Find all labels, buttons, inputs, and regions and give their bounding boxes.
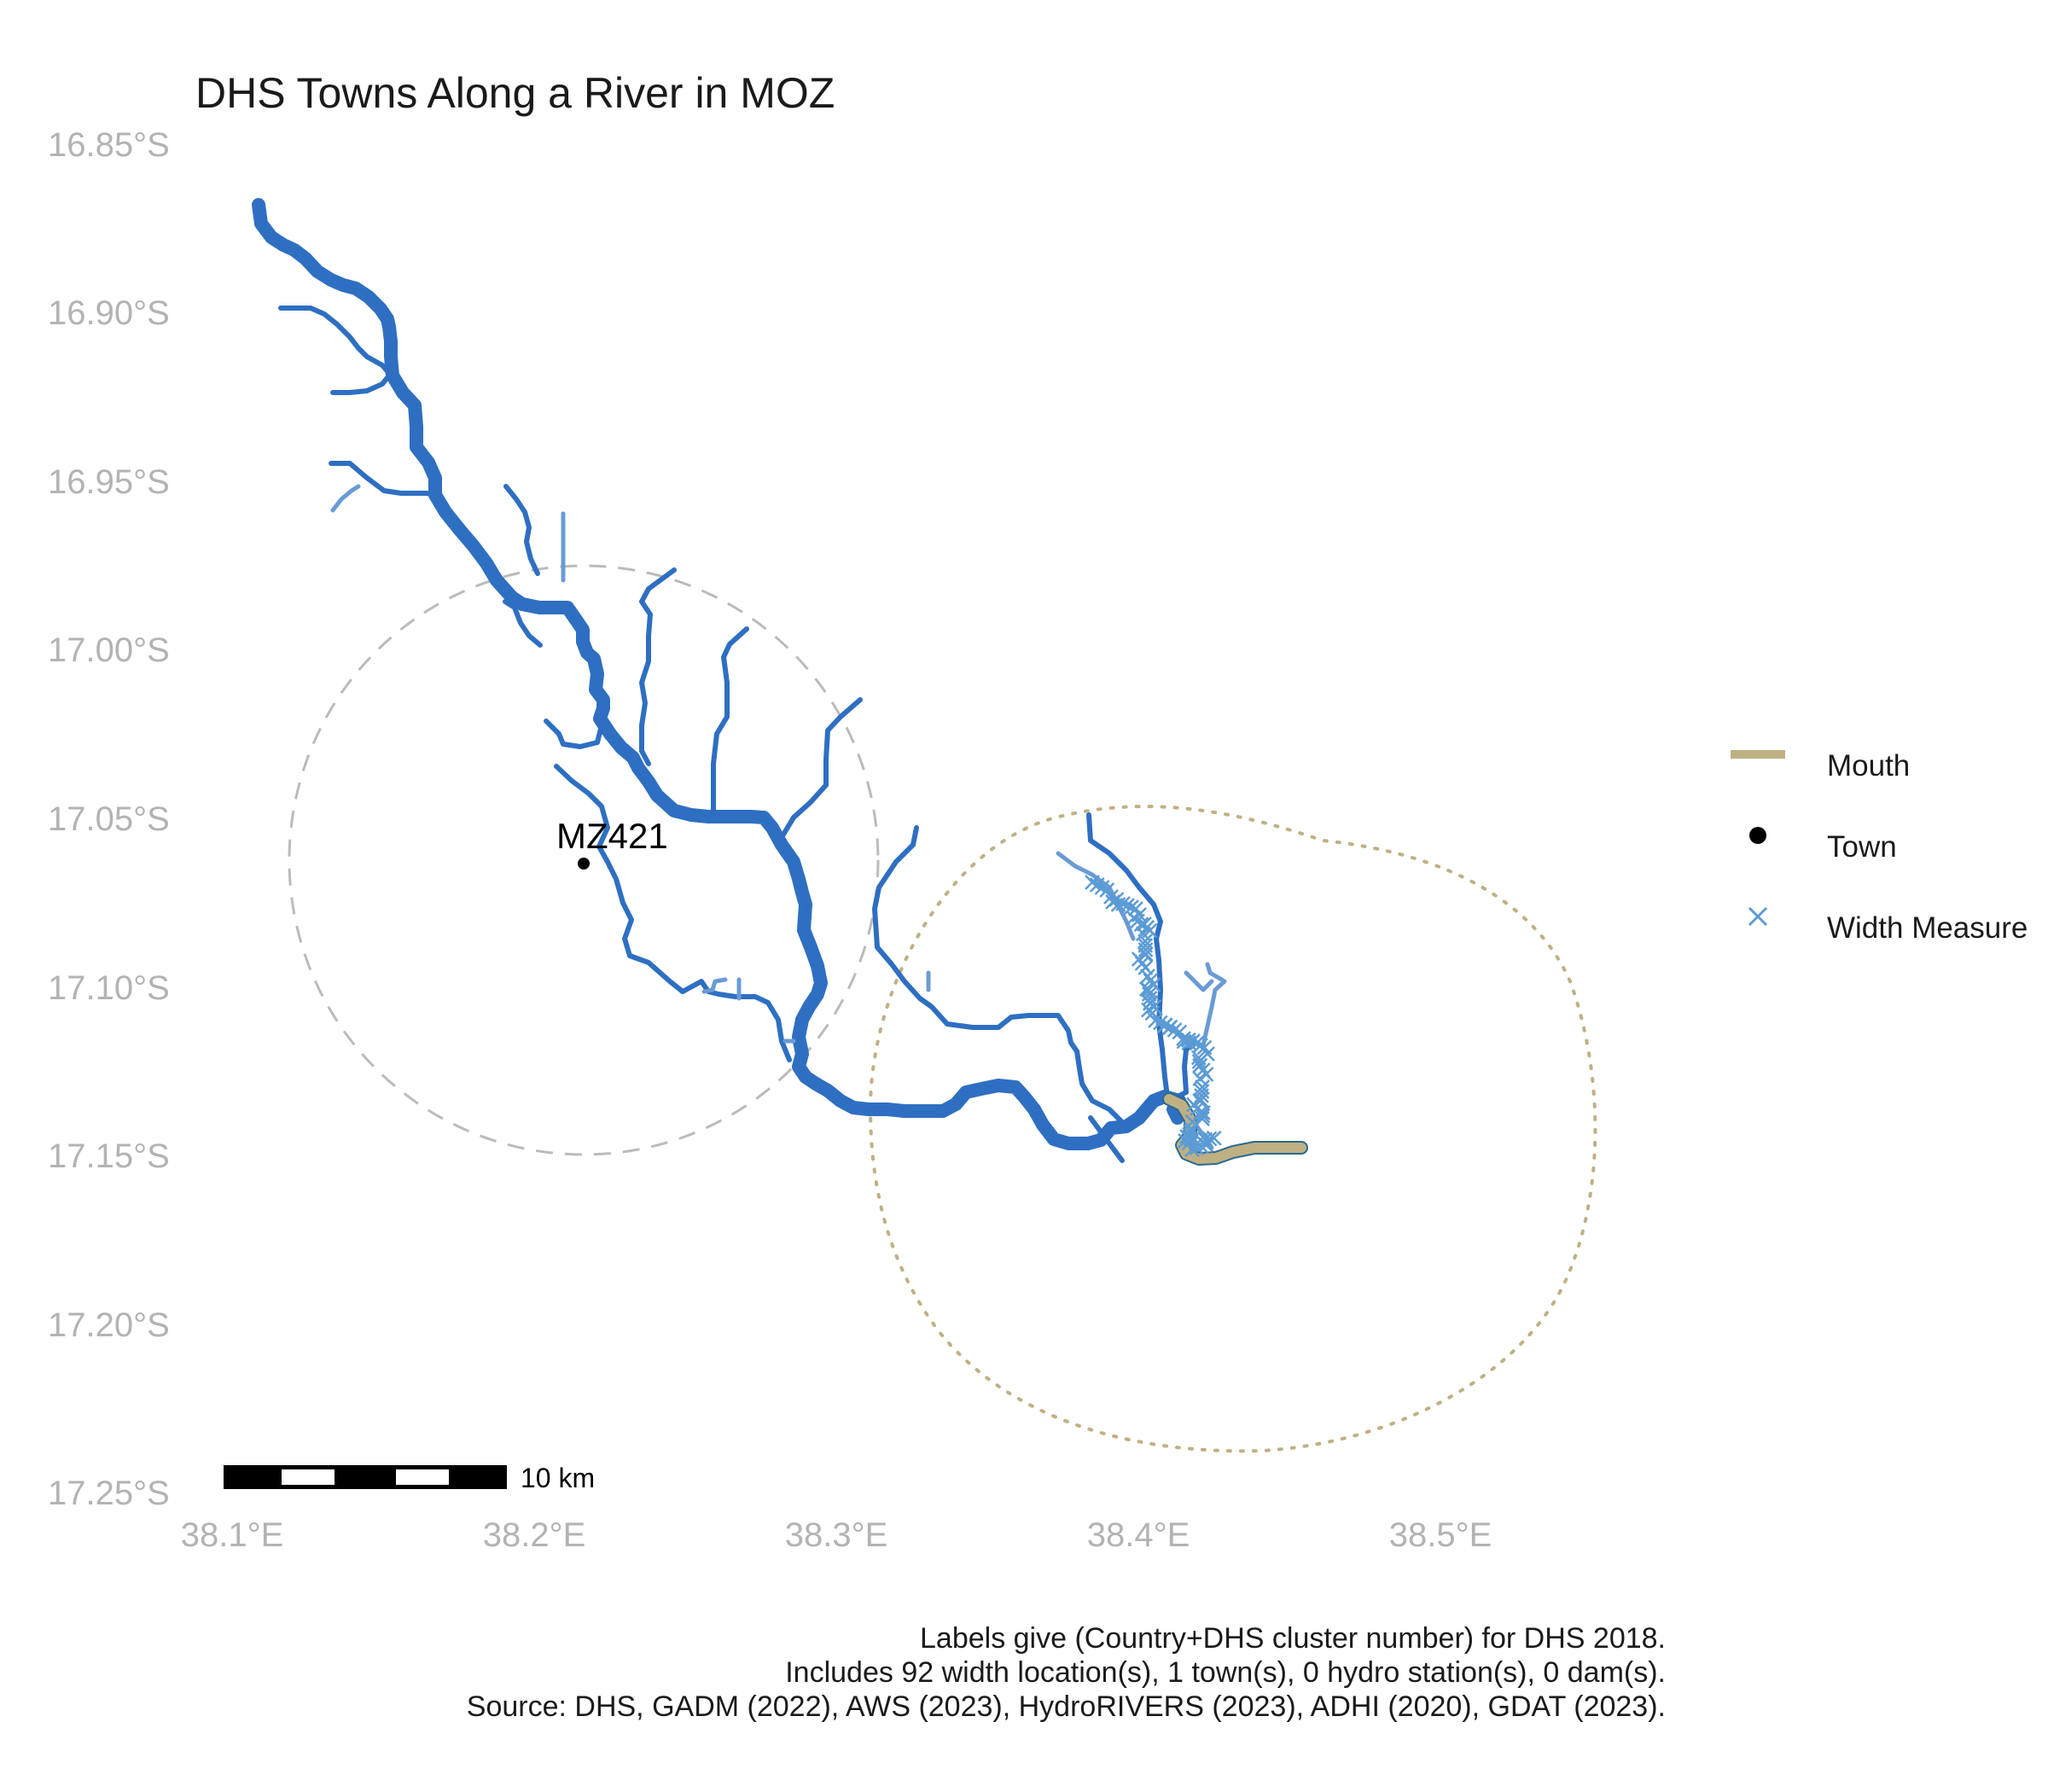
legend: Mouth Town Width Measure (1724, 732, 2048, 975)
tributary (1086, 812, 1170, 1099)
width-measure-marker (1157, 1018, 1172, 1033)
tributary (278, 305, 393, 378)
tributary (872, 825, 1127, 1131)
scale-bar-label: 10 km (521, 1463, 596, 1493)
legend-key-width-measure (1748, 906, 1768, 927)
legend-item-width-measure: Width Measure (1724, 894, 2048, 975)
lat-tick-label: 17.05°S (48, 800, 170, 838)
caption: Labels give (Country+DHS cluster number)… (467, 1621, 1666, 1724)
width-measures (1085, 875, 1222, 1157)
mouth-buffer-outline (868, 805, 1597, 1453)
tributaries (278, 305, 1197, 1163)
width-measure-marker (1161, 1020, 1178, 1036)
lon-tick-label: 38.4°E (1086, 1516, 1190, 1554)
minor-stream (330, 484, 361, 513)
width-measure-marker (1185, 1033, 1201, 1049)
scale-bar-frame (224, 1465, 507, 1489)
width-measure-marker (1115, 896, 1131, 911)
tributary (329, 461, 438, 497)
main-river (252, 198, 1186, 1150)
tributary (330, 373, 392, 395)
lon-tick-label: 38.5°E (1388, 1516, 1492, 1554)
lat-tick-label: 17.25°S (48, 1475, 170, 1512)
town-marker (578, 858, 590, 870)
legend-item-town: Town (1724, 813, 2048, 894)
width-measure-marker (1196, 1105, 1211, 1120)
legend-label: Town (1827, 830, 1897, 864)
width-measure-marker (1195, 1108, 1211, 1124)
lat-tick-label: 17.00°S (48, 631, 170, 669)
width-measure-marker (1137, 942, 1154, 957)
lat-tick-label: 16.90°S (48, 294, 170, 332)
width-measure-marker (1192, 1071, 1208, 1086)
caption-line: Includes 92 width location(s), 1 town(s)… (785, 1656, 1666, 1689)
minor-stream (1184, 970, 1214, 992)
minor-stream (1201, 962, 1227, 1048)
caption-line: Labels give (Country+DHS cluster number)… (920, 1622, 1666, 1655)
scale-bar-segment (282, 1469, 335, 1485)
width-measure-marker (1206, 1130, 1222, 1146)
tributary (781, 697, 863, 837)
width-measure-marker (1085, 875, 1100, 890)
lat-tick-label: 17.10°S (48, 969, 170, 1007)
legend-label: Width Measure (1827, 911, 2028, 945)
lat-tick-label: 16.95°S (48, 463, 170, 501)
tributary (1088, 1115, 1125, 1163)
map-title: DHS Towns Along a River in MOZ (195, 69, 835, 117)
town-buffer-circle (288, 564, 880, 1156)
lat-tick-label: 17.20°S (48, 1306, 170, 1344)
width-measure-marker (1180, 1032, 1196, 1048)
width-measure-marker (1191, 1054, 1207, 1069)
lon-tick-label: 38.1°E (180, 1516, 284, 1554)
minor-stream (701, 977, 728, 994)
caption-line: Source: DHS, GADM (2022), AWS (2023), Hy… (466, 1690, 1666, 1723)
scale-bar (224, 1465, 507, 1489)
width-measure-marker (1193, 1038, 1208, 1053)
lon-tick-label: 38.2°E (482, 1516, 586, 1554)
lat-tick-label: 16.85°S (48, 126, 170, 164)
tributary (503, 599, 543, 648)
lon-tick-label: 38.3°E (784, 1516, 888, 1554)
tributary (639, 567, 677, 766)
width-measure-marker (1137, 960, 1154, 975)
legend-label: Mouth (1827, 749, 1911, 783)
tributary (503, 484, 540, 576)
legend-key-town (1749, 827, 1766, 844)
tributary (544, 716, 606, 749)
legend-item-mouth: Mouth (1724, 732, 2048, 813)
town-label: MZ421 (556, 816, 668, 856)
width-measure-marker (1120, 898, 1135, 913)
scale-bar-segment (396, 1469, 449, 1485)
width-measure-marker (1148, 1013, 1163, 1028)
lat-tick-label: 17.15°S (48, 1137, 170, 1175)
width-measure-marker (1089, 877, 1105, 893)
width-measure-marker (1178, 1133, 1193, 1149)
tributary (554, 764, 792, 1062)
width-measure-marker (1201, 1131, 1218, 1147)
tributary (711, 626, 749, 819)
